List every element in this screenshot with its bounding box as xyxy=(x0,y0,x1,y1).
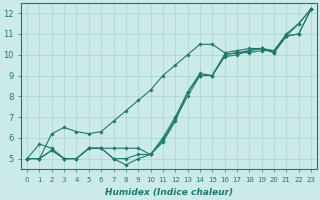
X-axis label: Humidex (Indice chaleur): Humidex (Indice chaleur) xyxy=(105,188,233,197)
